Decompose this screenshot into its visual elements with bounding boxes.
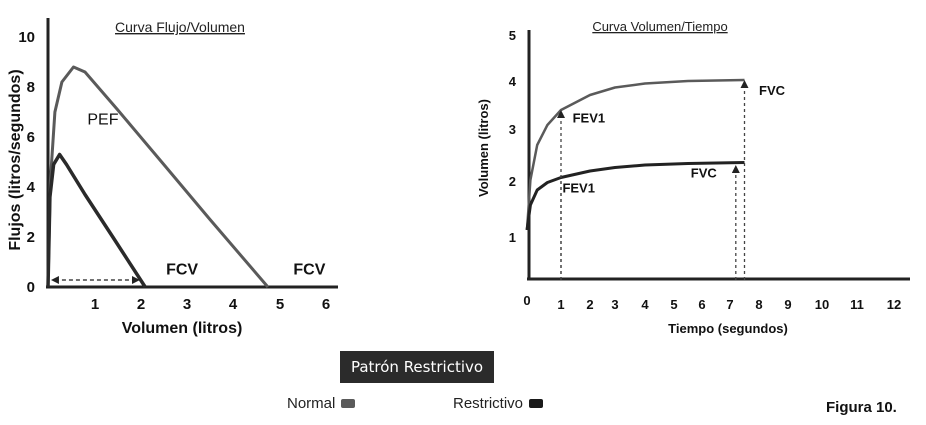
volume-time-y-tick: 3 [509,122,516,137]
fev1-restrictive-label: FEV1 [562,181,595,196]
flow-volume-y-tick: 10 [18,29,35,46]
flow-volume-y-label: Flujos (litros/segundos) [7,69,24,250]
flow-volume-y-tick: 6 [27,129,35,146]
flow-volume-chart: Curva Flujo/Volumen 0 2 4 6 8 10 1 2 3 4… [7,18,338,337]
volume-time-x-tick: 1 [557,297,564,312]
flow-volume-y-tick: 0 [27,279,35,296]
volume-time-x-tick: 0 [523,293,530,308]
volume-time-y-tick: 2 [509,174,516,189]
volume-time-chart: Curva Volumen/Tiempo 1 2 3 4 5 0 1 2 3 4… [476,19,910,336]
flow-volume-x-tick: 6 [322,296,330,313]
legend-normal: Normal [287,395,356,412]
flow-volume-normal-curve [46,65,270,288]
legend-restrictive: Restrictivo [453,395,544,412]
volume-time-y-tick: 1 [509,230,516,245]
volume-time-x-tick: 3 [611,297,618,312]
volume-time-title: Curva Volumen/Tiempo [592,19,727,34]
figure-label: Figura 10. [826,399,897,416]
flow-volume-x-tick: 1 [91,296,99,313]
volume-time-restrictive-curve [525,161,745,231]
volume-time-x-tick: 9 [784,297,791,312]
legend-normal-label: Normal [287,395,336,412]
pef-label: PEF [87,112,118,129]
volume-time-x-tick: 4 [641,297,649,312]
volume-time-x-tick: 11 [850,297,864,312]
fvc-normal-label: FVC [759,83,786,98]
volume-time-x-tick: 2 [586,297,593,312]
volume-time-x-tick: 10 [815,297,829,312]
flow-volume-y-tick: 4 [27,179,36,196]
legend-restrictive-label: Restrictivo [453,395,524,412]
flow-volume-restrictive-curve [46,152,147,288]
volume-time-y-tick: 4 [509,74,517,89]
fvc-restrictive-label: FVC [691,166,718,181]
legend-restrictive-swatch [529,399,544,408]
volume-time-normal-curve [525,78,745,231]
flow-volume-x-tick: 2 [137,296,145,313]
volume-time-x-tick: 12 [887,297,901,312]
fcv-normal-label: FCV [293,262,325,279]
volume-time-x-tick: 5 [670,297,677,312]
volume-time-x-tick: 6 [698,297,705,312]
volume-time-x-tick: 8 [755,297,762,312]
flow-volume-x-tick: 5 [276,296,284,313]
legend-normal-swatch [341,399,356,408]
volume-time-y-label: Volumen (litros) [476,99,491,197]
pattern-banner: Patrón Restrictivo [340,351,494,383]
flow-volume-x-label: Volumen (litros) [122,320,243,337]
flow-volume-y-tick: 8 [27,79,35,96]
flow-volume-x-tick: 4 [229,296,238,313]
flow-volume-title: Curva Flujo/Volumen [115,19,245,35]
flow-volume-x-tick: 3 [183,296,191,313]
flow-volume-y-tick: 2 [27,229,35,246]
volume-time-x-label: Tiempo (segundos) [668,321,788,336]
fcv-restrictive-label: FCV [166,262,198,279]
volume-time-x-tick: 7 [726,297,733,312]
fev1-normal-label: FEV1 [573,111,606,126]
volume-time-y-tick: 5 [509,28,516,43]
